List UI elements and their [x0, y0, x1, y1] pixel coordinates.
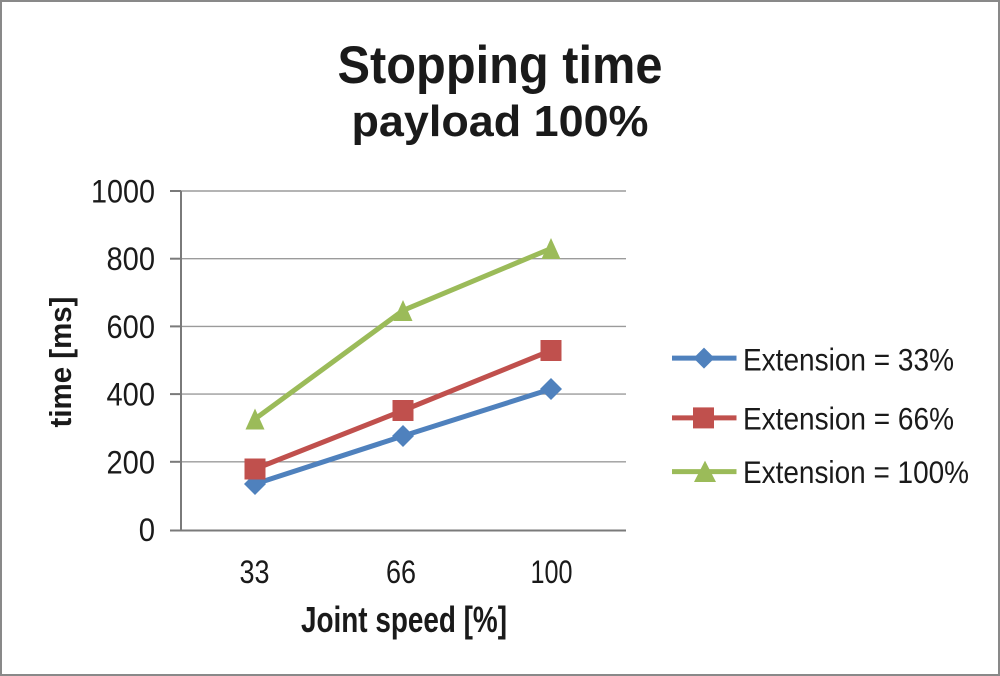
- svg-text:time [ms]: time [ms]: [43, 297, 78, 428]
- svg-text:Extension = 33%: Extension = 33%: [743, 343, 954, 378]
- svg-text:66: 66: [386, 554, 416, 590]
- svg-text:Extension = 100%: Extension = 100%: [743, 455, 969, 490]
- svg-text:600: 600: [107, 309, 156, 345]
- svg-text:100: 100: [531, 554, 573, 590]
- svg-text:1000: 1000: [91, 174, 155, 210]
- svg-text:Extension = 66%: Extension = 66%: [743, 401, 954, 436]
- svg-text:400: 400: [107, 377, 156, 413]
- svg-text:Stopping time: Stopping time: [338, 36, 663, 95]
- svg-text:payload 100%: payload 100%: [352, 98, 649, 146]
- svg-text:0: 0: [139, 512, 155, 548]
- svg-text:Joint speed [%]: Joint speed [%]: [301, 599, 507, 640]
- svg-text:33: 33: [240, 554, 270, 590]
- svg-text:800: 800: [107, 241, 156, 277]
- svg-text:200: 200: [107, 444, 156, 480]
